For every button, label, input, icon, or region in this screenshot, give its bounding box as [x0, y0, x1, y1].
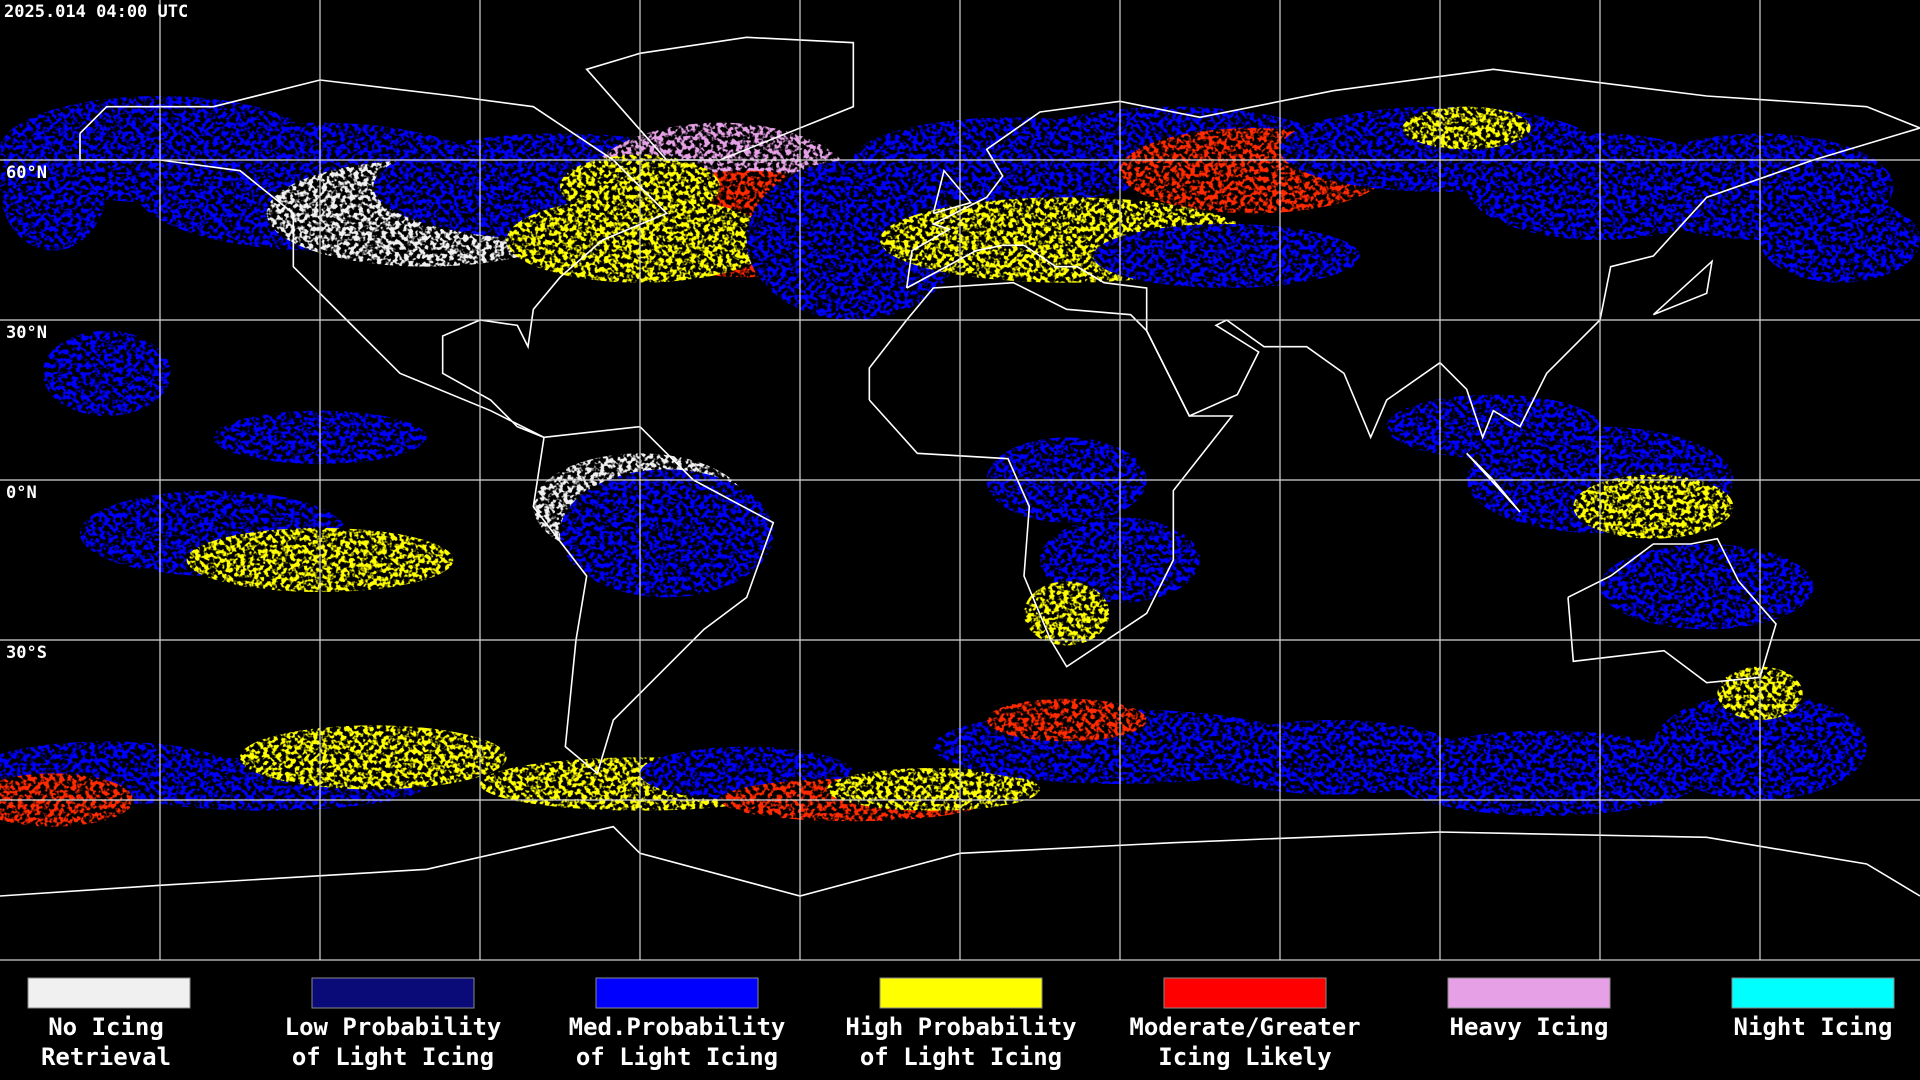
legend-label: Icing Likely	[1158, 1043, 1331, 1071]
icing-patch	[1093, 224, 1360, 288]
legend-swatch	[1163, 977, 1327, 1009]
icing-patch	[1402, 106, 1531, 150]
latitude-label: 0°N	[6, 483, 37, 503]
legend-label: High Probability	[845, 1013, 1076, 1041]
icing-patch	[0, 122, 107, 251]
coastline	[932, 168, 973, 215]
legend-swatch	[311, 977, 475, 1009]
coastline	[0, 825, 1920, 897]
icing-patch	[1023, 581, 1110, 646]
coastline	[1652, 259, 1714, 316]
graticule	[0, 0, 1920, 960]
icing-patch	[1760, 197, 1920, 283]
latitude-labels: 60°N 30°N 0°N 30°S	[6, 163, 47, 663]
coastline	[79, 79, 669, 439]
legend-label: of Light Icing	[860, 1043, 1062, 1071]
legend-swatch	[1731, 977, 1895, 1009]
coastline	[1567, 537, 1777, 684]
coastline	[1466, 452, 1521, 513]
latitude-label: 60°N	[6, 163, 47, 183]
legend-label: of Light Icing	[292, 1043, 494, 1071]
icing-field	[0, 96, 1920, 827]
legend-label: Low Probability	[285, 1013, 502, 1041]
latitude-label: 30°N	[6, 323, 47, 343]
latitude-label: 30°S	[6, 643, 47, 663]
legend-label: Med.Probability	[569, 1013, 786, 1041]
icing-patch	[240, 725, 507, 790]
legend-label: Heavy Icing	[1450, 1013, 1609, 1041]
legend-label: Retrieval	[41, 1043, 171, 1071]
legend-swatch	[595, 977, 759, 1009]
timestamp: 2025.014 04:00 UTC	[4, 2, 188, 22]
coastline	[905, 68, 1920, 440]
icing-patch	[42, 330, 171, 417]
legend-swatch	[879, 977, 1043, 1009]
legend-swatch	[27, 977, 191, 1009]
icing-patch	[1600, 544, 1814, 630]
legend-label: No Icing	[48, 1013, 164, 1041]
icing-patch	[1386, 730, 1707, 816]
legend-label: Moderate/Greater	[1129, 1013, 1360, 1041]
icing-patch	[986, 698, 1147, 742]
icing-patch	[560, 469, 774, 598]
legend-swatch	[1447, 977, 1611, 1009]
legend-label: Night Icing	[1734, 1013, 1893, 1041]
legend-label: of Light Icing	[576, 1043, 778, 1071]
coastline	[532, 425, 775, 775]
coastline	[868, 281, 1234, 668]
icing-patch	[1573, 474, 1734, 539]
